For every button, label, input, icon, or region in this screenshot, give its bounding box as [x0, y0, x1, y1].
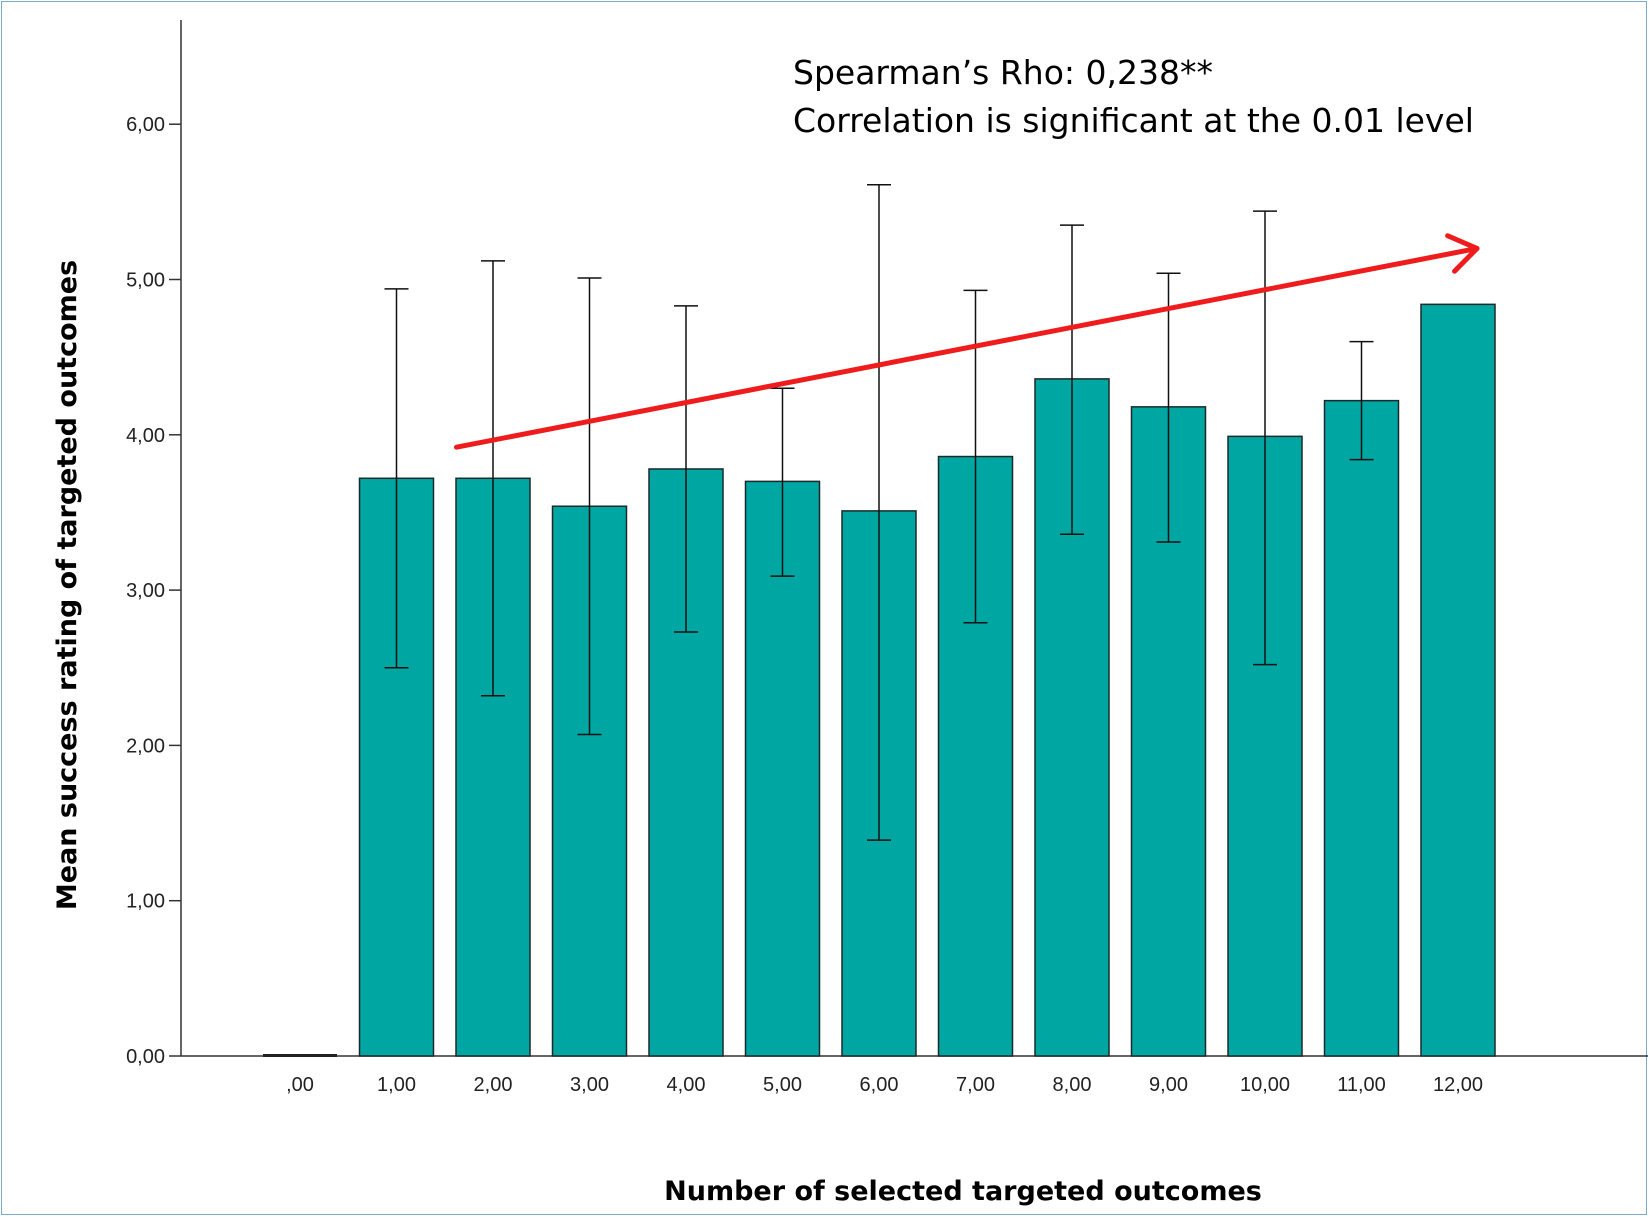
y-axis: 0,00 1,00 2,00 3,00 4,00 5,00 6,00 — [126, 20, 182, 1068]
error-bar — [674, 305, 698, 633]
error-bar — [770, 387, 795, 577]
x-tick-label: 8,00 — [1053, 1074, 1092, 1096]
x-tick-label: ,00 — [286, 1074, 314, 1096]
error-bar — [384, 288, 409, 669]
x-axis-title: Number of selected targeted outcomes — [664, 1176, 1262, 1207]
x-tick-label: 11,00 — [1337, 1074, 1386, 1096]
x-tick-label: 2,00 — [474, 1074, 513, 1096]
bar — [1323, 399, 1400, 1057]
trend-arrow-line — [454, 245, 1480, 450]
bar — [1420, 303, 1496, 1057]
error-bar — [481, 260, 505, 697]
trend-arrow-group — [454, 233, 1480, 450]
x-tick-labels: ,00 1,00 2,00 3,00 4,00 5,00 6,00 7,00 8,00 9,00 1… — [286, 1074, 1483, 1096]
x-tick-label: 1,00 — [377, 1074, 416, 1096]
error-bar — [867, 184, 891, 841]
error-bar — [1060, 224, 1084, 535]
y-axis-title: Mean success rating of targeted outcomes — [52, 260, 83, 910]
x-tick-label: 9,00 — [1149, 1074, 1188, 1096]
y-tick-label: 3,00 — [126, 580, 165, 602]
y-tick-label: 0,00 — [126, 1046, 165, 1068]
x-tick-label: 5,00 — [763, 1074, 802, 1096]
error-bar — [1253, 210, 1277, 666]
y-tick-label: 6,00 — [126, 114, 165, 136]
trend-arrow-head — [1445, 233, 1480, 274]
annotation-spearman: Spearman’s Rho: 0,238** — [793, 53, 1213, 92]
x-tick-label: 3,00 — [570, 1074, 609, 1096]
x-tick-label: 6,00 — [860, 1074, 899, 1096]
x-tick-label: 10,00 — [1240, 1074, 1290, 1096]
bar — [358, 477, 435, 1057]
error-bars-group — [384, 184, 1374, 841]
y-tick-label: 1,00 — [126, 891, 165, 913]
x-tick-label: 12,00 — [1433, 1074, 1483, 1096]
annotation-significance: Correlation is significant at the 0.01 l… — [793, 101, 1474, 140]
y-tick-label: 4,00 — [126, 425, 165, 447]
y-tick-label: 2,00 — [126, 735, 165, 757]
error-bar — [1349, 340, 1374, 461]
error-bar — [577, 277, 602, 736]
bar — [263, 1054, 337, 1057]
x-tick-label: 4,00 — [667, 1074, 706, 1096]
x-tick-label: 7,00 — [956, 1074, 995, 1096]
y-tick-label: 5,00 — [126, 270, 165, 292]
error-bar — [1156, 272, 1181, 543]
